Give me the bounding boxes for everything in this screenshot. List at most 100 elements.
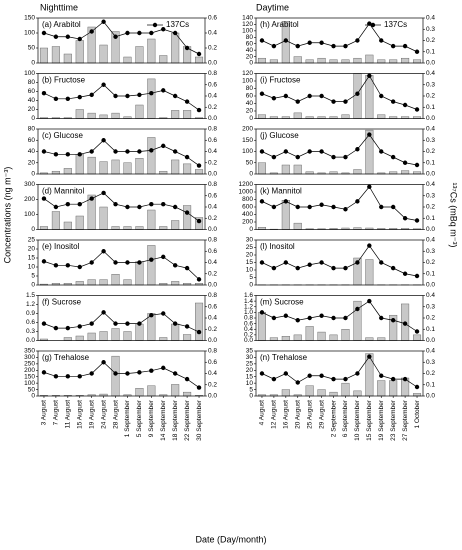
bar <box>111 159 120 175</box>
bar <box>269 337 278 341</box>
point <box>125 149 130 154</box>
plot-frame <box>37 17 206 64</box>
bar <box>123 279 132 286</box>
bar <box>111 355 120 397</box>
point <box>77 201 82 207</box>
bar <box>377 114 386 119</box>
y-tick-label: 20 <box>28 106 36 113</box>
bar <box>51 46 60 64</box>
y2-tick-label: 0.2 <box>426 370 435 377</box>
plot-frame <box>37 239 206 286</box>
y2-tick-label: 0.0 <box>208 282 217 289</box>
x-tick-label: 16 August <box>283 400 290 429</box>
point <box>89 260 94 265</box>
bar <box>99 331 108 341</box>
y-tick-label: 20 <box>246 367 254 374</box>
y2-tick-label: 0.1 <box>426 104 435 111</box>
point <box>402 271 408 276</box>
y-tick-label: 20 <box>28 159 36 166</box>
bar <box>135 46 144 64</box>
plot-frame <box>255 17 424 64</box>
y-tick-label: 1.2 <box>244 303 253 310</box>
point <box>101 19 106 24</box>
point <box>390 204 396 210</box>
y2-tick-label: 0.4 <box>426 348 435 355</box>
point <box>283 93 289 99</box>
point <box>402 160 408 165</box>
x-tick-label: 22 September <box>184 399 191 441</box>
bar <box>365 75 374 119</box>
point <box>307 204 312 210</box>
bar <box>341 382 350 397</box>
y-tick-label: 50 <box>246 159 254 166</box>
y2-tick-label: 0.3 <box>426 137 435 144</box>
y2-tick-label: 0.4 <box>208 30 217 37</box>
panel-title: (c) Glucose <box>42 131 83 140</box>
y2-tick-label: 0.6 <box>208 15 217 22</box>
point <box>295 204 300 210</box>
point <box>65 263 71 268</box>
y-tick-label: 0 <box>31 393 35 400</box>
y2-tick-label: 0.2 <box>426 204 435 211</box>
y2-tick-label: 0.2 <box>426 259 435 266</box>
point <box>414 49 420 54</box>
point <box>307 149 312 154</box>
y2-tick-label: 0.6 <box>208 192 217 199</box>
y2-tick-label: 0.1 <box>426 326 435 333</box>
x-tick-label: 23 September <box>390 399 397 441</box>
y2-tick-label: 0.8 <box>208 237 217 244</box>
x-tick-label: 5 September <box>136 399 143 437</box>
y2-tick-label: 0.0 <box>426 60 435 67</box>
y2-tick-label: 0.0 <box>208 115 217 122</box>
y-tick-label: 40 <box>246 100 254 107</box>
y-tick-label: 1.6 <box>244 292 253 299</box>
plot-frame <box>37 128 206 175</box>
y2-tick-label: 0.0 <box>426 226 435 233</box>
bar <box>135 226 144 230</box>
point <box>390 99 396 104</box>
y-tick-label: 60 <box>28 137 36 144</box>
y-tick-label: 25 <box>246 244 254 251</box>
point <box>259 310 265 315</box>
point <box>65 34 71 39</box>
point <box>184 45 190 51</box>
x-tick-label: 24 August <box>100 400 107 429</box>
point <box>137 370 142 375</box>
point <box>149 201 154 207</box>
y2-tick-label: 0.0 <box>208 337 217 344</box>
y-tick-label: 120 <box>242 70 253 77</box>
y2-tick-label: 0.4 <box>426 237 435 244</box>
y-tick-label: 20 <box>246 108 254 115</box>
point <box>149 30 154 36</box>
x-tick-label: 9 September <box>148 399 155 437</box>
x-tick-label: 25 August <box>306 400 313 429</box>
point <box>101 249 106 254</box>
y2-tick-label: 0.1 <box>426 159 435 166</box>
point <box>101 310 106 315</box>
point <box>259 260 265 265</box>
bar <box>305 326 314 341</box>
bar <box>135 323 144 341</box>
point <box>271 96 277 101</box>
bar <box>147 313 156 341</box>
y-tick-label: 0 <box>249 393 253 400</box>
panel-title: (f) Sucrose <box>42 298 82 307</box>
y2-tick-label: 0.6 <box>208 248 217 255</box>
y-tick-label: 80 <box>28 79 36 86</box>
bar <box>147 245 156 286</box>
x-axis-label: Date (Day/month) <box>195 534 266 544</box>
bar <box>195 302 204 341</box>
point <box>307 40 312 45</box>
y-tick-label: 30 <box>246 354 254 361</box>
y-tick-label: 0.6 <box>26 319 35 326</box>
bar <box>183 334 192 341</box>
y2-tick-label: 0.4 <box>426 181 435 188</box>
y-tick-label: 0.0 <box>244 337 253 344</box>
y-axis-label: Concentrations (ng m⁻³) <box>2 167 12 264</box>
bar <box>293 56 302 64</box>
point <box>113 371 118 376</box>
point <box>196 329 202 335</box>
bar <box>171 110 180 119</box>
y-tick-label: 60 <box>246 40 254 47</box>
y-tick-label: 0 <box>31 115 35 122</box>
